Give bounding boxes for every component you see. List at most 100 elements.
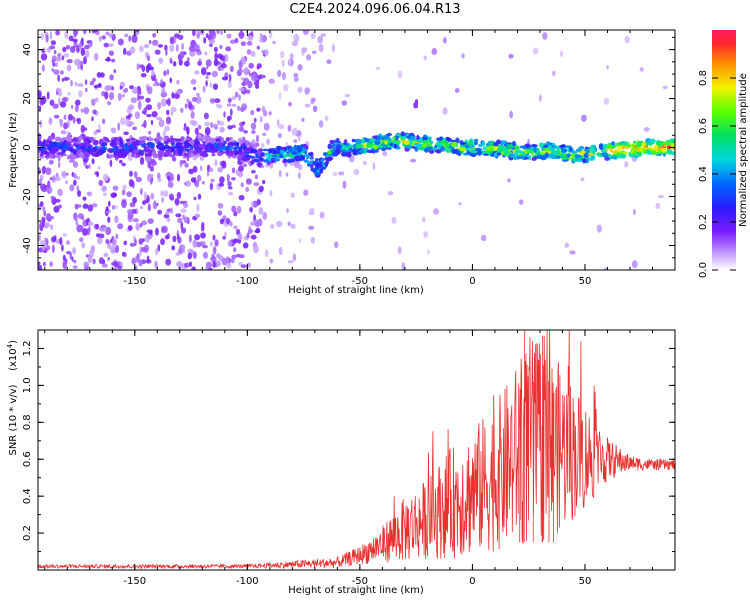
heatmap-cell — [61, 244, 64, 252]
heatmap-cell — [460, 147, 467, 152]
heatmap-cell — [622, 151, 629, 155]
heatmap-cell — [200, 232, 206, 239]
heatmap-cell — [167, 97, 171, 107]
heatmap-cell — [44, 155, 51, 158]
heatmap-cell — [611, 145, 616, 149]
heatmap-cell — [303, 153, 309, 158]
heatmap-cell — [548, 144, 553, 150]
heatmap-cell — [443, 37, 447, 44]
heatmap-cell — [119, 86, 123, 90]
heatmap-cell — [100, 138, 104, 142]
heatmap-cell — [195, 96, 202, 104]
heatmap-cell — [236, 253, 241, 258]
heatmap-cell — [255, 153, 259, 158]
heatmap-cell — [264, 152, 271, 156]
heatmap-cell — [256, 45, 260, 50]
heatmap-cell — [256, 63, 262, 69]
heatmap-cell — [376, 135, 383, 140]
heatmap-cell — [101, 227, 107, 232]
heatmap-cell — [174, 198, 180, 206]
heatmap-cell — [69, 159, 75, 163]
heatmap-cell — [254, 229, 261, 234]
colorbar: 0.0 0.2 0.4 0.6 0.8 Normalized spectral ampl… — [698, 30, 749, 278]
heatmap-cell — [57, 204, 62, 209]
heatmap-cell — [60, 70, 64, 75]
heatmap-cell — [254, 77, 259, 81]
colorbar-tick-label: 0.6 — [698, 118, 709, 134]
heatmap-cell — [111, 238, 117, 246]
heatmap-cell — [67, 92, 71, 96]
heatmap-cell — [55, 62, 59, 67]
heatmap-cell — [52, 103, 59, 109]
heatmap-cell — [125, 138, 130, 142]
heatmap-cell — [51, 58, 56, 65]
heatmap-cell — [231, 205, 237, 213]
heatmap-cell — [541, 147, 545, 152]
heatmap-cell — [204, 51, 208, 56]
heatmap-cell — [261, 35, 267, 43]
heatmap-cell — [125, 146, 130, 152]
heatmap-cell — [171, 92, 175, 99]
heatmap-cell — [503, 151, 510, 155]
heatmap-cell — [73, 259, 77, 264]
heatmap-cell — [46, 151, 50, 156]
heatmap-cell — [138, 238, 144, 245]
heatmap-cell — [427, 146, 433, 150]
heatmap-cell — [411, 146, 416, 149]
heatmap-cell — [151, 69, 155, 77]
heatmap-cell — [268, 111, 272, 116]
heatmap-cell — [287, 260, 294, 264]
heatmap-cell — [269, 189, 273, 197]
heatmap-cell — [176, 173, 181, 182]
heatmap-cell — [132, 126, 138, 131]
heatmap-cell — [180, 227, 187, 234]
heatmap-cell — [209, 43, 213, 48]
heatmap-cell — [152, 33, 157, 38]
snr-ylabel: SNR (10 * v/v) — [8, 384, 19, 455]
heatmap-cell — [77, 90, 83, 98]
heatmap-cell — [233, 247, 237, 253]
heatmap-cell — [139, 64, 145, 69]
heatmap-cell — [64, 53, 69, 58]
heatmap-cell — [177, 236, 182, 244]
heatmap-cell — [158, 119, 165, 128]
heatmap-cell — [218, 183, 225, 187]
heatmap-cell — [80, 108, 84, 113]
heatmap-cell — [250, 122, 257, 130]
heatmap-cell — [414, 103, 418, 109]
heatmap-cell — [147, 218, 154, 225]
heatmap-cell — [199, 150, 204, 156]
heatmap-cell — [237, 105, 241, 112]
heatmap-cell — [50, 215, 54, 220]
heatmap-cell — [157, 44, 164, 48]
heatmap-cell — [163, 92, 168, 97]
heatmap-cell — [350, 144, 354, 147]
heatmap-cell — [250, 110, 255, 116]
heatmap-cell — [194, 70, 200, 75]
heatmap-cell — [204, 127, 211, 136]
heatmap-cell — [63, 114, 67, 120]
heatmap-cell — [192, 30, 196, 37]
heatmap-cell — [166, 109, 170, 116]
heatmap-cell — [38, 150, 42, 154]
heatmap-cell — [338, 171, 345, 176]
heatmap-cell — [219, 218, 225, 225]
heatmap-cell — [238, 87, 245, 92]
heatmap-cell — [229, 221, 233, 227]
heatmap-cell — [143, 44, 150, 49]
y-tick-label: 40 — [22, 43, 33, 56]
heatmap-cell — [98, 257, 105, 265]
heatmap-cell — [88, 140, 92, 144]
heatmap-cell — [75, 218, 79, 226]
heatmap-cell — [194, 127, 199, 135]
heatmap-cell — [219, 45, 223, 49]
heatmap-cell — [415, 144, 422, 148]
heatmap-cell — [46, 185, 53, 194]
heatmap-cell — [98, 233, 105, 239]
heatmap-cell — [242, 145, 248, 150]
heatmap-cell — [288, 101, 293, 107]
heatmap-cell — [346, 151, 351, 158]
heatmap-cell — [132, 86, 138, 94]
heatmap-cell — [202, 251, 209, 259]
heatmap-cell — [291, 151, 298, 155]
